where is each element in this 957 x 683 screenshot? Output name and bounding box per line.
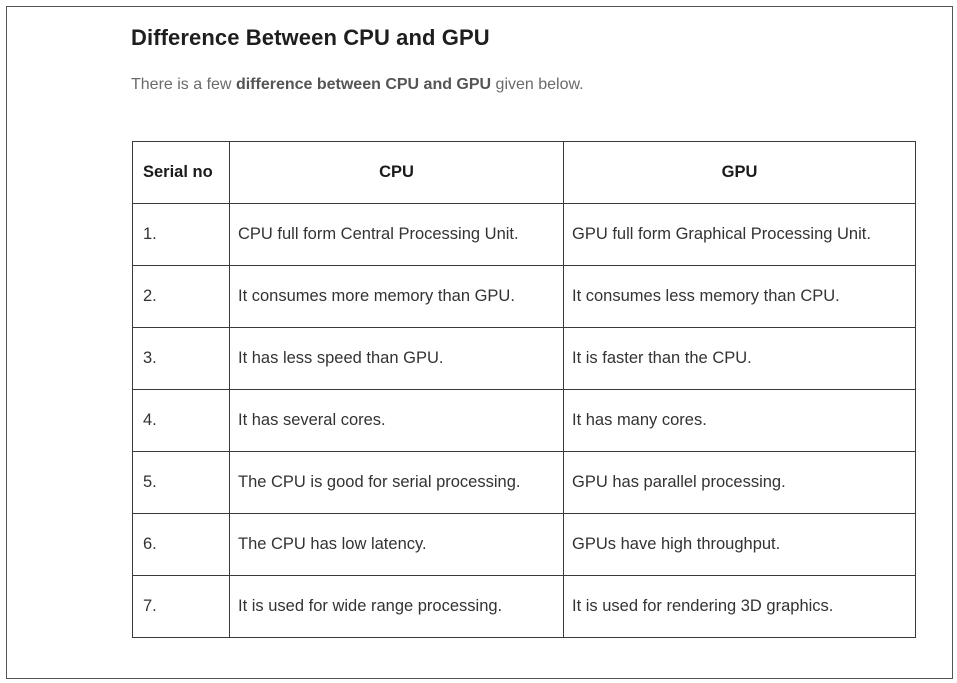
intro-text: There is a few difference between CPU an… [131,76,584,94]
intro-emphasis: difference between CPU and GPU [235,76,492,93]
gpu-cell: It is used for rendering 3D graphics. [563,575,916,638]
cpu-cell: CPU full form Central Processing Unit. [229,203,564,266]
document-frame: Difference Between CPU and GPU There is … [6,6,953,679]
cpu-cell: The CPU is good for serial processing. [229,451,564,514]
table-row: 7. It is used for wide range processing.… [132,575,916,638]
table-row: 6. The CPU has low latency. GPUs have hi… [132,513,916,576]
gpu-cell: GPUs have high throughput. [563,513,916,576]
table-header-row: Serial no CPU GPU [132,141,916,204]
table-row: 3. It has less speed than GPU. It is fas… [132,327,916,390]
page-title: Difference Between CPU and GPU [131,25,490,50]
cpu-cell: It has several cores. [229,389,564,452]
table-row: 1. CPU full form Central Processing Unit… [132,203,916,266]
table-row: 4. It has several cores. It has many cor… [132,389,916,452]
gpu-cell: GPU full form Graphical Processing Unit. [563,203,916,266]
serial-cell: 5. [132,451,230,514]
serial-cell: 2. [132,265,230,328]
serial-cell: 4. [132,389,230,452]
column-header-serial: Serial no [132,141,230,204]
column-header-gpu: GPU [563,141,916,204]
gpu-cell: GPU has parallel processing. [563,451,916,514]
intro-suffix: given below. [491,76,584,93]
serial-cell: 6. [132,513,230,576]
cpu-cell: It has less speed than GPU. [229,327,564,390]
gpu-cell: It has many cores. [563,389,916,452]
table-row: 5. The CPU is good for serial processing… [132,451,916,514]
cpu-cell: It consumes more memory than GPU. [229,265,564,328]
serial-cell: 7. [132,575,230,638]
gpu-cell: It consumes less memory than CPU. [563,265,916,328]
comparison-table: Serial no CPU GPU 1. CPU full form Centr… [132,141,916,638]
table-row: 2. It consumes more memory than GPU. It … [132,265,916,328]
column-header-cpu: CPU [229,141,564,204]
gpu-cell: It is faster than the CPU. [563,327,916,390]
serial-cell: 3. [132,327,230,390]
cpu-cell: The CPU has low latency. [229,513,564,576]
serial-cell: 1. [132,203,230,266]
cpu-cell: It is used for wide range processing. [229,575,564,638]
intro-prefix: There is a few [131,76,236,93]
